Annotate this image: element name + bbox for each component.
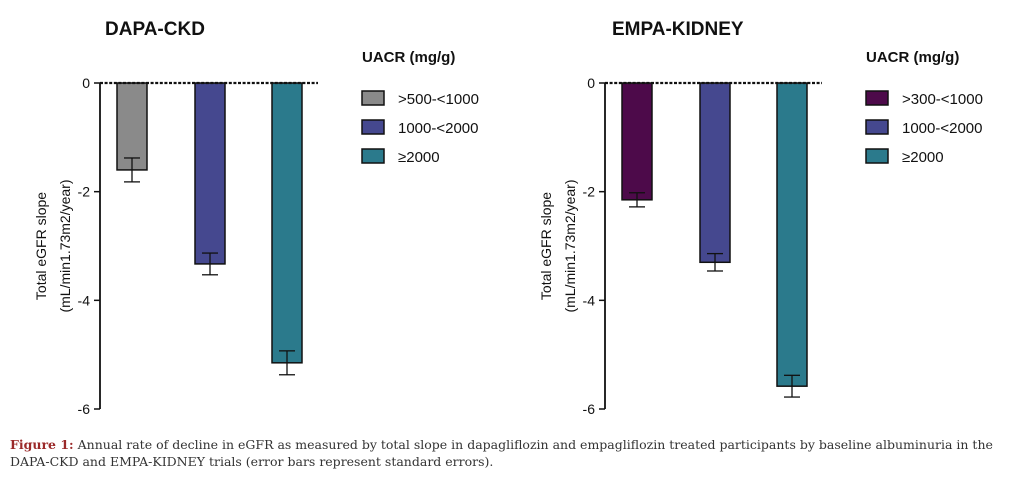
- chart1-bar-1: [194, 82, 226, 265]
- chart1-bar-0: [116, 82, 148, 171]
- figure-caption: Figure 1: Annual rate of decline in eGFR…: [10, 436, 1014, 470]
- chart2-legend-label-2: ≥2000: [902, 149, 944, 166]
- chart2-ytick-label-0: 0: [587, 75, 595, 91]
- chart1-legend-swatch-0: [361, 90, 385, 106]
- chart2-legend-swatch-2: [865, 148, 889, 164]
- chart1-ytick-label-3: -6: [78, 401, 91, 417]
- chart1-ytick-label-2: -4: [78, 292, 91, 308]
- chart1-legend-label-2: ≥2000: [398, 149, 440, 166]
- chart2-legend-swatch-1: [865, 119, 889, 135]
- chart1-legend-swatch-2: [361, 148, 385, 164]
- chart1-legend-label-1: 1000-<2000: [398, 120, 479, 137]
- caption-label: Figure 1:: [10, 437, 74, 452]
- chart1-ylabel-line1: Total eGFR slope: [33, 192, 49, 300]
- chart2-ytick-label-3: -6: [583, 401, 596, 417]
- chart2-ytick-label-2: -4: [583, 292, 596, 308]
- chart2-legend-swatch-0: [865, 90, 889, 106]
- chart2-bar-0: [621, 82, 653, 201]
- chart1-ylabel-line2: (mL/min1.73m2/year): [57, 179, 73, 312]
- chart2-ylabel-line1: Total eGFR slope: [538, 192, 554, 300]
- chart2-ylabel-line2: (mL/min1.73m2/year): [562, 179, 578, 312]
- chart1-legend-swatch-1: [361, 119, 385, 135]
- chart2-legend-title: UACR (mg/g): [866, 49, 959, 66]
- caption-text: Annual rate of decline in eGFR as measur…: [10, 437, 993, 469]
- chart1-bar-2: [271, 82, 303, 364]
- chart1-ytick-label-0: 0: [82, 75, 90, 91]
- chart2-ytick-label-1: -2: [583, 184, 596, 200]
- chart1-legend-label-0: >500-<1000: [398, 91, 479, 108]
- chart2-title: EMPA-KIDNEY: [612, 19, 744, 40]
- chart1-title: DAPA-CKD: [105, 19, 205, 40]
- chart1-ytick-label-1: -2: [78, 184, 91, 200]
- chart2-bar-1: [699, 82, 731, 264]
- chart1-legend-title: UACR (mg/g): [362, 49, 455, 66]
- chart2-bar-2: [776, 82, 808, 387]
- chart2-legend-label-0: >300-<1000: [902, 91, 983, 108]
- chart2-legend-label-1: 1000-<2000: [902, 120, 983, 137]
